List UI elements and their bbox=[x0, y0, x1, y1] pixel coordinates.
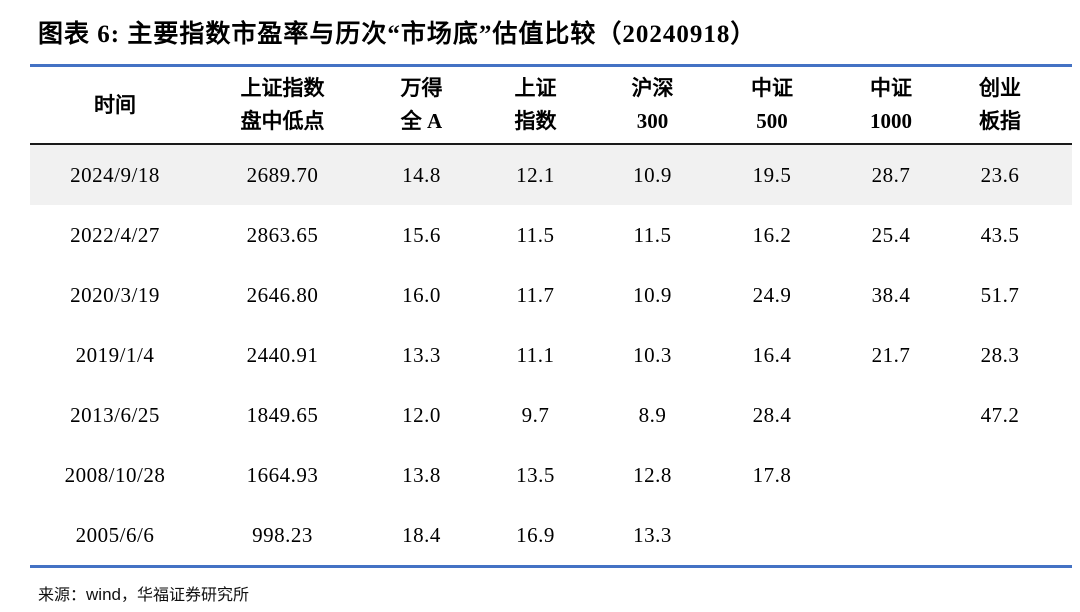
value-cell-sse-low: 1849.65 bbox=[246, 402, 319, 427]
value-cell-wind-all-a: 13.8 bbox=[402, 462, 441, 487]
value-cell-sse-low: 2863.65 bbox=[246, 222, 319, 247]
column-header-csi1000: 中证 1000 bbox=[832, 72, 950, 138]
table-row: 2024/9/18 2689.70 14.8 12.1 10.9 19.5 28.7 23.6 bbox=[30, 145, 1072, 205]
value-cell-wind-all-a: 18.4 bbox=[402, 522, 441, 547]
value-cell-csi300: 13.3 bbox=[633, 522, 672, 547]
value-cell-sse-index: 11.5 bbox=[516, 222, 555, 247]
value-cell-csi1000: 38.4 bbox=[871, 282, 911, 307]
value-cell-wind-all-a: 16.0 bbox=[402, 282, 441, 307]
table-row: 2013/6/25 1849.65 12.0 9.7 8.9 28.4 47.2 bbox=[30, 385, 1072, 445]
date-cell-time: 2013/6/25 bbox=[70, 402, 160, 427]
value-cell-csi300: 11.5 bbox=[633, 222, 672, 247]
column-header-line1: 中证 bbox=[751, 76, 793, 100]
value-cell-csi300: 10.3 bbox=[633, 342, 672, 367]
column-header-sse-low: 上证指数 盘中低点 bbox=[200, 72, 365, 138]
value-cell-sse-index: 11.1 bbox=[516, 342, 555, 367]
value-cell-sse-low: 998.23 bbox=[252, 522, 313, 547]
value-cell-csi500: 17.8 bbox=[752, 462, 792, 487]
value-cell-sse-index: 16.9 bbox=[516, 522, 555, 547]
table-row: 2005/6/6 998.23 18.4 16.9 13.3 bbox=[30, 505, 1072, 565]
value-cell-csi300: 8.9 bbox=[638, 402, 667, 427]
value-cell-csi300: 10.9 bbox=[633, 282, 672, 307]
value-cell-sse-low: 2440.91 bbox=[246, 342, 319, 367]
table-row: 2019/1/4 2440.91 13.3 11.1 10.3 16.4 21.7 28.3 bbox=[30, 325, 1072, 385]
value-cell-csi1000: 28.7 bbox=[871, 162, 911, 187]
value-cell-wind-all-a: 12.0 bbox=[402, 402, 441, 427]
table-row: 2022/4/27 2863.65 15.6 11.5 11.5 16.2 25.4 43.5 bbox=[30, 205, 1072, 265]
value-cell-sse-low: 2689.70 bbox=[246, 162, 319, 187]
value-cell-sse-index: 12.1 bbox=[516, 162, 555, 187]
value-cell-csi500: 19.5 bbox=[752, 162, 792, 187]
value-cell-sse-low: 1664.93 bbox=[246, 462, 319, 487]
column-header-line2: 盘中低点 bbox=[240, 109, 325, 133]
column-header-csi300: 沪深 300 bbox=[593, 72, 712, 138]
column-header-line2: 全 A bbox=[400, 109, 443, 133]
column-header-line2: 板指 bbox=[979, 109, 1021, 133]
column-header-line1: 上证指数 bbox=[240, 76, 325, 100]
date-cell-time: 2005/6/6 bbox=[75, 522, 155, 547]
table-body: 2024/9/18 2689.70 14.8 12.1 10.9 19.5 28.7 23.6… bbox=[30, 145, 1072, 565]
value-cell-csi300: 12.8 bbox=[633, 462, 672, 487]
value-cell-chinext: 47.2 bbox=[980, 402, 1020, 427]
value-cell-chinext: 23.6 bbox=[980, 162, 1020, 187]
column-header-line1: 沪深 bbox=[631, 76, 674, 100]
column-header-line2: 300 bbox=[636, 109, 669, 133]
value-cell-chinext: 43.5 bbox=[980, 222, 1020, 247]
value-cell-csi500: 24.9 bbox=[752, 282, 792, 307]
column-header-csi500: 中证 500 bbox=[712, 72, 832, 138]
column-header-wind-all-a: 万得全 A bbox=[365, 72, 478, 138]
source-note: 来源：wind，华福证券研究所 bbox=[38, 581, 1080, 605]
value-cell-wind-all-a: 13.3 bbox=[402, 342, 441, 367]
value-cell-wind-all-a: 15.6 bbox=[402, 222, 441, 247]
source-provider-label: wind bbox=[86, 585, 121, 604]
column-header-line2: 1000 bbox=[870, 109, 912, 133]
column-header-chinext: 创业 板指 bbox=[950, 72, 1072, 138]
column-header-line1: 创业 bbox=[979, 76, 1021, 100]
source-org-label: ，华福证券研究所 bbox=[120, 587, 249, 604]
column-header-line1: 上证 bbox=[514, 76, 557, 100]
table-row: 2020/3/19 2646.80 16.0 11.7 10.9 24.9 38.4 51.7 bbox=[30, 265, 1072, 325]
date-cell-time: 2024/9/18 bbox=[70, 162, 160, 187]
column-header-line2: 500 bbox=[756, 109, 788, 133]
value-cell-csi500: 16.2 bbox=[752, 222, 792, 247]
value-cell-csi1000: 25.4 bbox=[871, 222, 911, 247]
value-cell-csi300: 10.9 bbox=[633, 162, 672, 187]
value-cell-sse-low: 2646.80 bbox=[246, 282, 319, 307]
source-prefix-label: 来源： bbox=[38, 587, 87, 604]
exhibit-title: 图表 6: 主要指数市盈率与历次“市场底”估值比较（20240918） bbox=[38, 21, 757, 48]
value-cell-wind-all-a: 14.8 bbox=[402, 162, 441, 187]
column-header-line1: 万得 bbox=[400, 76, 443, 100]
value-cell-sse-index: 11.7 bbox=[516, 282, 555, 307]
value-cell-sse-index: 13.5 bbox=[516, 462, 555, 487]
date-cell-time: 2022/4/27 bbox=[70, 222, 160, 247]
value-cell-csi500: 28.4 bbox=[752, 402, 792, 427]
column-header-time: 时间 bbox=[94, 92, 136, 117]
column-header-line2: 指数 bbox=[514, 109, 557, 133]
value-cell-csi500: 16.4 bbox=[752, 342, 792, 367]
value-cell-chinext: 51.7 bbox=[980, 282, 1020, 307]
date-cell-time: 2008/10/28 bbox=[64, 462, 166, 487]
column-header-sse-index: 上证 指数 bbox=[478, 72, 593, 138]
value-cell-chinext: 28.3 bbox=[980, 342, 1020, 367]
date-cell-time: 2019/1/4 bbox=[75, 342, 155, 367]
column-header-line1: 中证 bbox=[870, 76, 912, 100]
pe-valuation-table: 时间 上证指数 盘中低点 万得全 A 上证 指数 沪深 300 中证 500 中证 1000 创业 板指 … bbox=[30, 64, 1072, 568]
date-cell-time: 2020/3/19 bbox=[70, 282, 160, 307]
value-cell-csi1000: 21.7 bbox=[871, 342, 911, 367]
value-cell-sse-index: 9.7 bbox=[521, 402, 550, 427]
table-row: 2008/10/28 1664.93 13.8 13.5 12.8 17.8 bbox=[30, 445, 1072, 505]
table-header-row: 时间 上证指数 盘中低点 万得全 A 上证 指数 沪深 300 中证 500 中证 1000 创业 板指 bbox=[30, 67, 1072, 145]
